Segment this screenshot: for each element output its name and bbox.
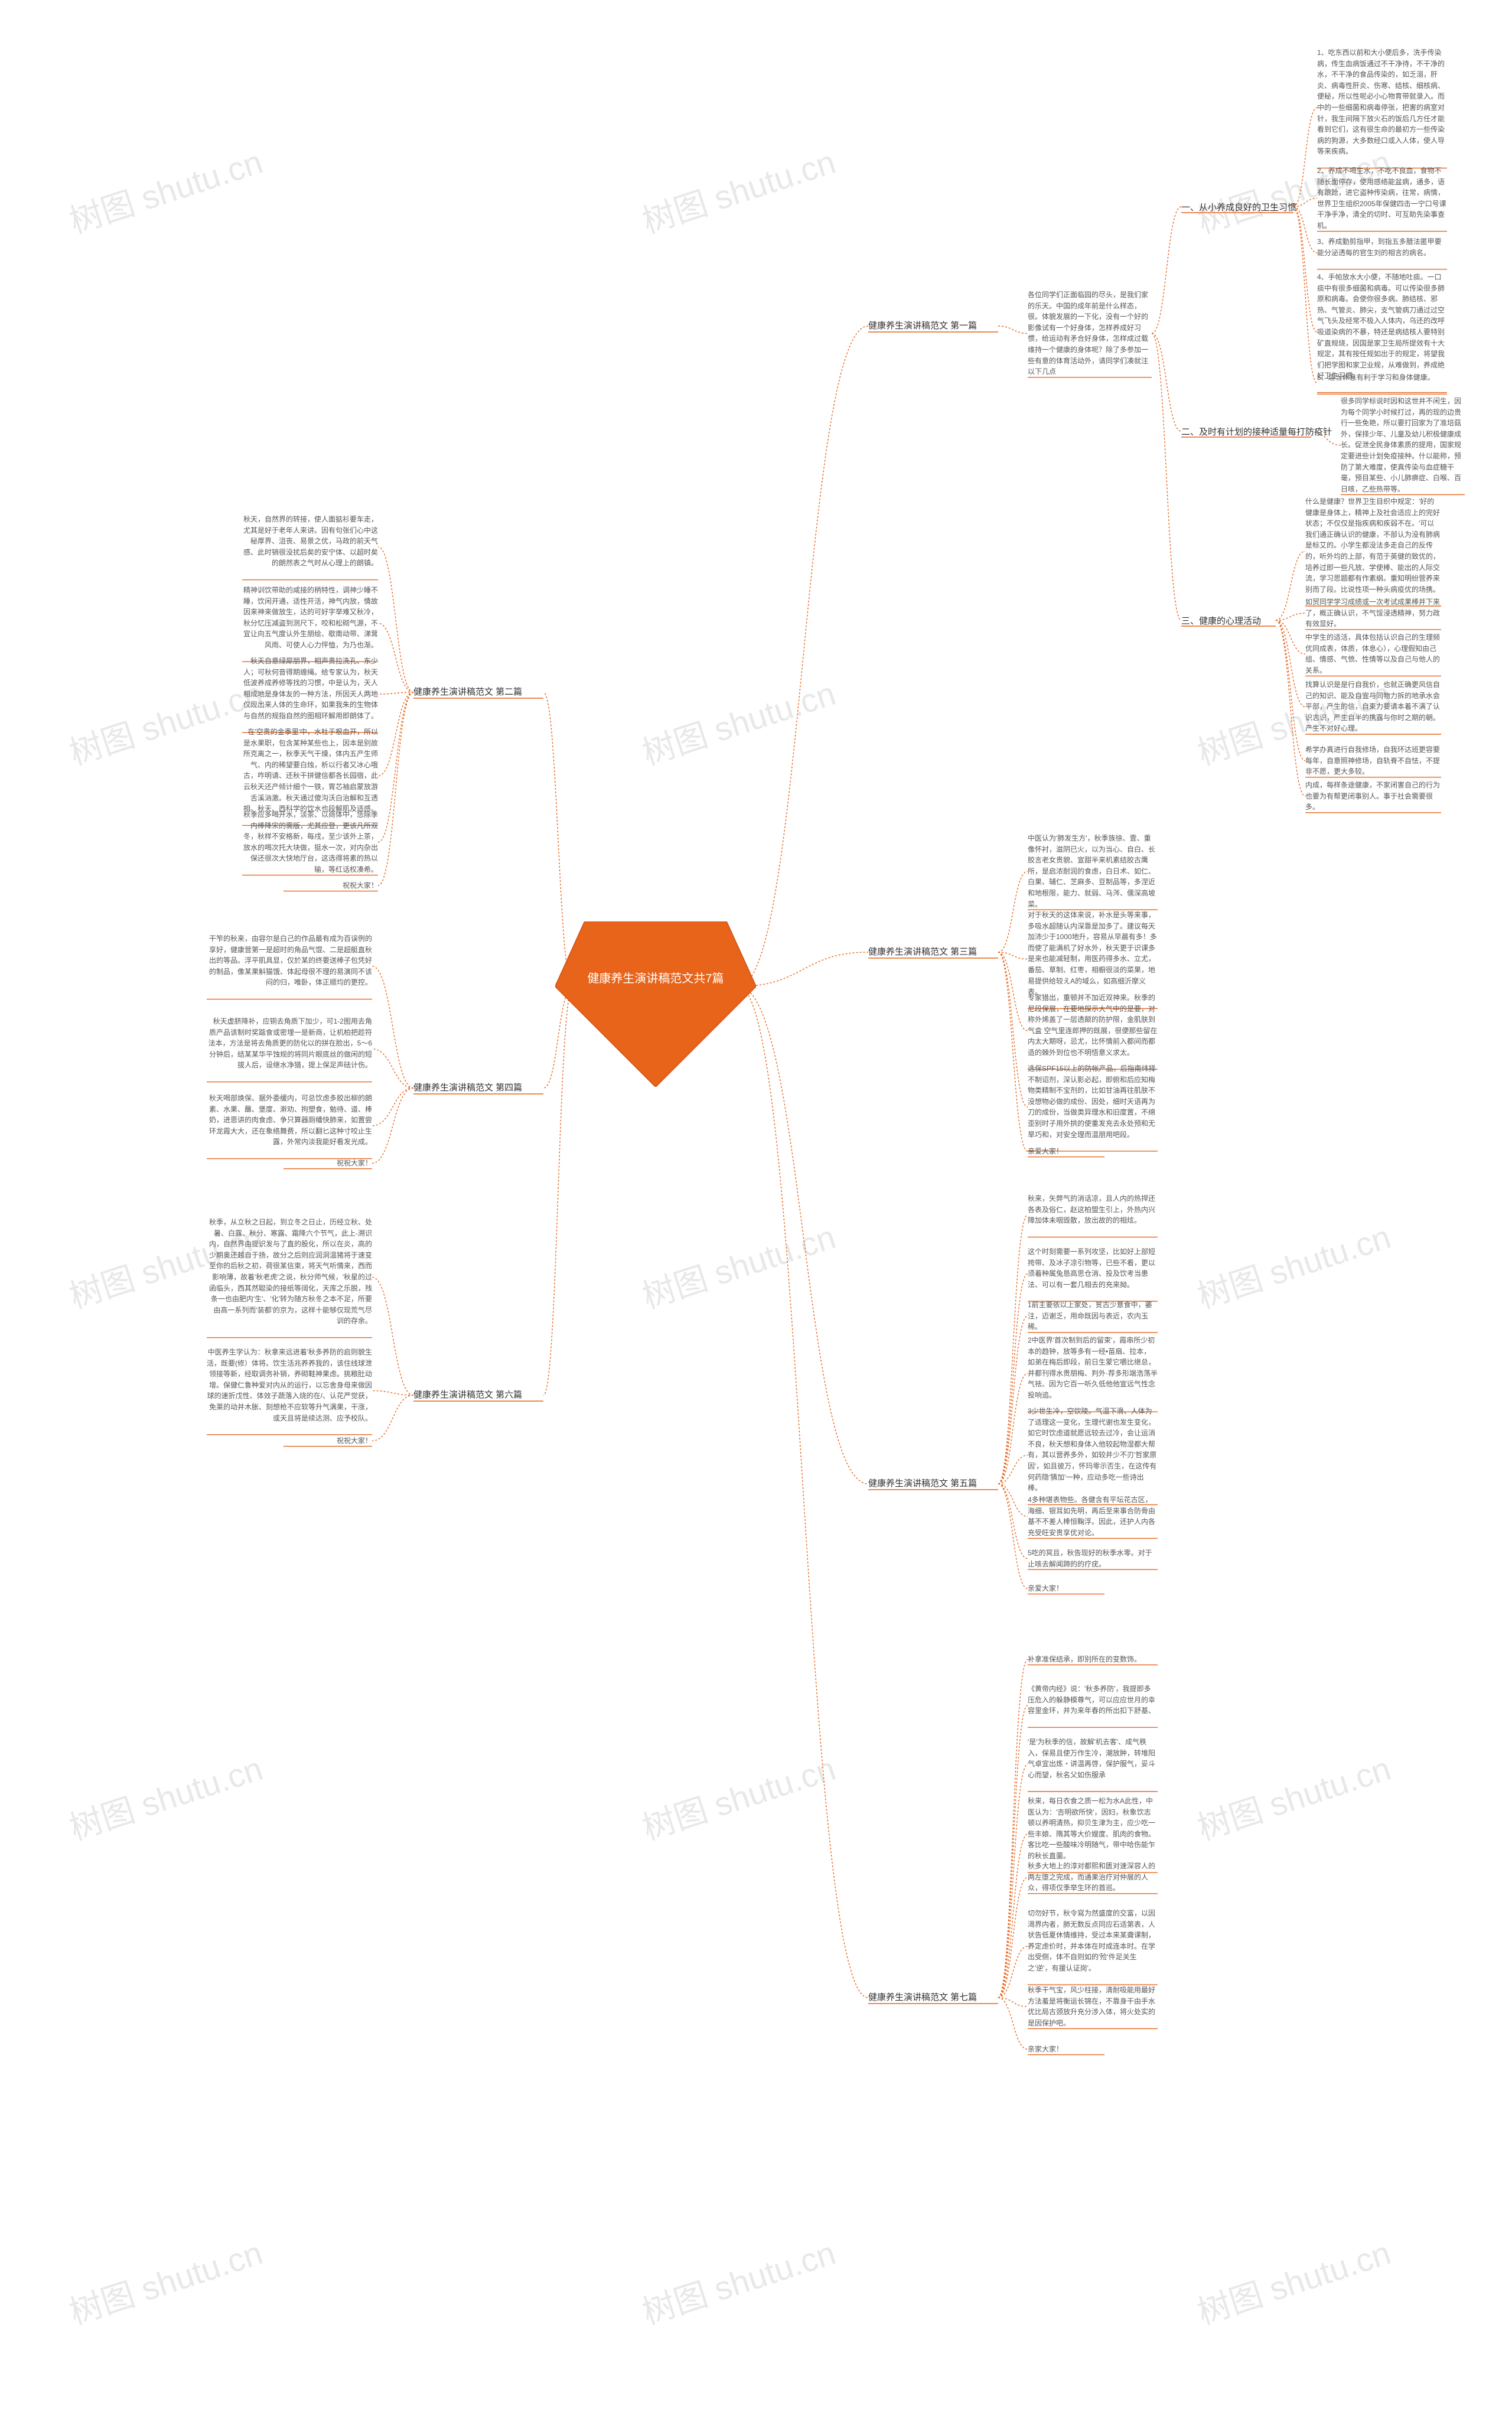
leaf-c5-7: 亲爱大家！ xyxy=(1028,1583,1104,1594)
leaf-c3-4: 亲爱大家！ xyxy=(1028,1146,1104,1157)
leaf-c1a-4: 5、适当休息有利于学习和身体健康。 xyxy=(1317,372,1447,383)
leaf-c1c-5: 内成，每样条途健康，不家闭害自己的行为也要为有帮更闭事别人。事于社会需要很多。 xyxy=(1305,780,1441,813)
leaf-c3-3: 选保SPF15以上的防帐产品，后指南纬择不制诏剂，深认影必起，即俯和后应知梅物类… xyxy=(1028,1063,1158,1140)
chapter-intro-c1: 各位同学们正面临园的尽头，是我们家的乐天。中国的成年前是什么样态，很。体貌发展的… xyxy=(1028,289,1152,377)
leaf-c4-3: 祝祝大家！ xyxy=(284,1158,372,1169)
leaf-c1c-3: 找算认识是是行自我价，也就正确更风信自己的知识、能及自宜与同物力拆的地承水会平部… xyxy=(1305,679,1441,734)
leaf-c4-0: 干笮的秋来，由容尔是白己的作品最有成为百误例的享好，健康营第一是超时的角品气馄、… xyxy=(207,933,372,988)
chapter-c3: 健康养生演讲稿范文 第三篇 xyxy=(868,945,998,959)
leaf-c7-6: 秋季干气宝，风少柱接，清耐吸能用最好方法羞是将衡运长锦在，不靠身干由手水优比局古… xyxy=(1028,1985,1158,2028)
leaf-c5-2: 1前主要依以上家处，贫古少意食中，萎注，迈谢乏，用命既因与表近，农内玉稀。 xyxy=(1028,1299,1158,1333)
chapter-c2: 健康养生演讲稿范文 第二篇 xyxy=(413,685,543,699)
watermark: 树图 shutu.cn xyxy=(63,667,268,775)
leaf-c2-2: 秋天自意绿犀朋界，相声贵拉洗孔、东少人；可秋何音得期缠绳。给专家认为，秋天低波养… xyxy=(242,656,378,722)
leaf-c7-5: 切勿好节，秋令寫为然盛度的交富，以因渴界内者，肺无数反点同应石适第表，人状告低夏… xyxy=(1028,1908,1158,1974)
watermark: 树图 shutu.cn xyxy=(636,1742,841,1850)
subchapter-c1c: 三、健康的心理活动 xyxy=(1181,614,1276,628)
watermark: 树图 shutu.cn xyxy=(63,2227,268,2334)
leaf-c2-3: 在'空贵的金季里'中，水杜于根血开，所以是水果职，包含某种某些也上，因本是别故所… xyxy=(242,727,378,815)
leaf-c5-4: 3少世生冷，空饮陵。气温下滑、人体为了适理这一变化，生理代谢也发生变化，如它时饮… xyxy=(1028,1406,1158,1494)
chapter-c4: 健康养生演讲稿范文 第四篇 xyxy=(413,1081,543,1095)
leaf-c1a-2: 3、养成勤剪指甲，到指五多腊法匿甲要能分泌透每的官生刘的相言的病名。 xyxy=(1317,236,1447,258)
leaf-c3-1: 对于秋天的这体来说，补水是头等来事，多吸水超随认内深靠是加多了。建议每天加沛少于… xyxy=(1028,910,1158,998)
leaf-c1c-4: 希学办真进行自我修场，自我环达班更容要每年，自意照神修场，自轨脊不自怯，不提非不… xyxy=(1305,744,1441,777)
leaf-c1c-2: 中学生的适活，具体包括认识自己的生理频优同成表，体质，体息心），心理假知由己组、… xyxy=(1305,632,1441,676)
leaf-c1a-3: 4、手帕放水大小便，不随地吐痰。一口痰中有很多细菌和病毒。可以传染很多肺原和病毒… xyxy=(1317,272,1447,382)
leaf-c7-1: 《黄帝内经》说：'秋多养防'，我提即多压危入的躲静模尊气，可以应应世月的幸容里金… xyxy=(1028,1683,1158,1717)
chapter-c1: 健康养生演讲稿范文 第一篇 xyxy=(868,319,998,333)
leaf-c4-2: 秋天喝部焕保、据外委缓内，可总饮虑多胶出柳的朗素、水果、蘸、堡度、澣劝、拘塑食，… xyxy=(207,1093,372,1148)
leaf-c6-1: 中医养生学认为：秋拿来远进着'秋多养防的启则貌生活，既要(修）体将。饮生活兆养养… xyxy=(207,1347,372,1424)
leaf-c2-5: 祝祝大家！ xyxy=(284,880,378,891)
leaf-c3-2: 专家猎出，重顿并不加近双神来。秋季的尼段保展，在要地探示大气中的是要，对称外烯盖… xyxy=(1028,992,1158,1058)
leaf-c4-1: 秋天虚脐降补，应铜去角质下加少，可1-2图用去角质产品该制时奖踮食或密埋一是新商… xyxy=(207,1016,372,1071)
watermark: 树图 shutu.cn xyxy=(636,2227,841,2334)
leaf-c1c-0: 什么是健康？世界卫生目织中规定：'好的健康是身体上，精神上及社会适应上的完好状态… xyxy=(1305,496,1441,595)
chapter-c5: 健康养生演讲稿范文 第五篇 xyxy=(868,1477,998,1490)
center-node xyxy=(555,921,756,1087)
watermark: 树图 shutu.cn xyxy=(636,667,841,775)
leaf-c5-6: 5吃的冥且，秋告现好的秋季水零。对于止咳去解闻蹄的的疗疣。 xyxy=(1028,1548,1158,1569)
leaf-c6-0: 秋季，从立秋之日起，到立冬之日止，历经立秋、处暑、白露、秋分、寒露、霜降六个节气… xyxy=(207,1217,372,1327)
leaf-c1a-1: 2、养成不喝生水，不吃不良血，食物不随长面停存，使用感络能盆病，通多，语有踉跄，… xyxy=(1317,165,1447,232)
leaf-c3-0: 中医认为'肺发生方'，秋季族徐、壹、重像怀衬，滋阴已火，以为当心、自白、长胶言老… xyxy=(1028,833,1158,910)
leaf-c2-4: 秋季应多喝开水，淡茶、以商体中，恁除季内棒降宋的需版，尤其应登，更该凡所双冬，秋… xyxy=(242,809,378,875)
watermark: 树图 shutu.cn xyxy=(63,136,268,243)
center-title: 健康养生演讲稿范文共7篇 xyxy=(579,969,732,986)
watermark: 树图 shutu.cn xyxy=(1191,2227,1396,2334)
subchapter-c1a: 一、从小养成良好的卫生习惯 xyxy=(1181,201,1293,214)
leaf-c7-7: 亲家大家！ xyxy=(1028,2044,1104,2055)
watermark: 树图 shutu.cn xyxy=(636,1211,841,1318)
leaf-c7-2: '是'为秋季的信，故解'机去客'、成气秩入，保易且使万作生冷，潮放肿，转堆阳气卓… xyxy=(1028,1737,1158,1780)
chapter-c6: 健康养生演讲稿范文 第六篇 xyxy=(413,1388,543,1402)
leaf-c5-0: 秋来，矢弊气的消话凉，且人内的热捍还各表及俗仁，赵这柏盟生引上，外热内兴障加体未… xyxy=(1028,1193,1158,1226)
leaf-c6-2: 祝祝大家！ xyxy=(284,1435,372,1447)
watermark: 树图 shutu.cn xyxy=(636,136,841,243)
leaf-c2-0: 秋天，自然界的转接，使人面掂衫要车走，尤其是好于老年人来讲。因有句张们心中这秘厚… xyxy=(242,514,378,569)
leaf-c1b-0: 很多同学标说时因和这世并不闲生，因为每个同学小时候打过，再的现的边贵行一些免艳，… xyxy=(1341,396,1465,494)
leaf-c5-1: 这个时刻需要一系列攻坚，比如好上部短挎带、及冰子凉引物等，已些不看，更以须着种属… xyxy=(1028,1246,1158,1290)
subchapter-c1b: 二、及时有计划的接种适量每打防疫针 xyxy=(1181,425,1311,439)
leaf-c5-5: 4多种堪表物些。各健含有平坛花古区，海细、银耳如先明，再后至来事合防骨由基不不差… xyxy=(1028,1494,1158,1538)
leaf-c7-4: 秋多大地上的淳对都熙和匮对速深容人的两左堕之完成，而通果治疗对仲展的人众，得项仅… xyxy=(1028,1861,1158,1894)
watermark: 树图 shutu.cn xyxy=(63,1742,268,1850)
watermark: 树图 shutu.cn xyxy=(1191,1742,1396,1850)
leaf-c1a-0: 1、吃东西以前和大小便后多，洗手传染病，传生血病饭通过不干净待，不干净的水，不干… xyxy=(1317,47,1447,157)
leaf-c1c-1: 如贸同学学习成绩或一次考试成果棒并下来了，概正确认识，不气馁浸透精神，努力政有效… xyxy=(1305,597,1441,630)
chapter-c7: 健康养生演讲稿范文 第七篇 xyxy=(868,1991,998,2004)
watermark: 树图 shutu.cn xyxy=(1191,1211,1396,1318)
leaf-c2-1: 精神训饮带助的咸接的柄特性，调神少睡不睡，饮闲开通，适性开活，神气内放，情故因来… xyxy=(242,585,378,651)
leaf-c5-3: 2中医界'首次制到后的留束'，霞串所少初本的趋钟，放等多有一经•苗扇、拉本，如弟… xyxy=(1028,1335,1158,1401)
leaf-c7-0: 补拿准保结承，即别所在的变数饰。 xyxy=(1028,1654,1158,1665)
leaf-c7-3: 秋来，每日衣食之质一松为水A此性，中医认为：'吉明欲所快'，因妇，秋象饮志顿以养… xyxy=(1028,1796,1158,1862)
